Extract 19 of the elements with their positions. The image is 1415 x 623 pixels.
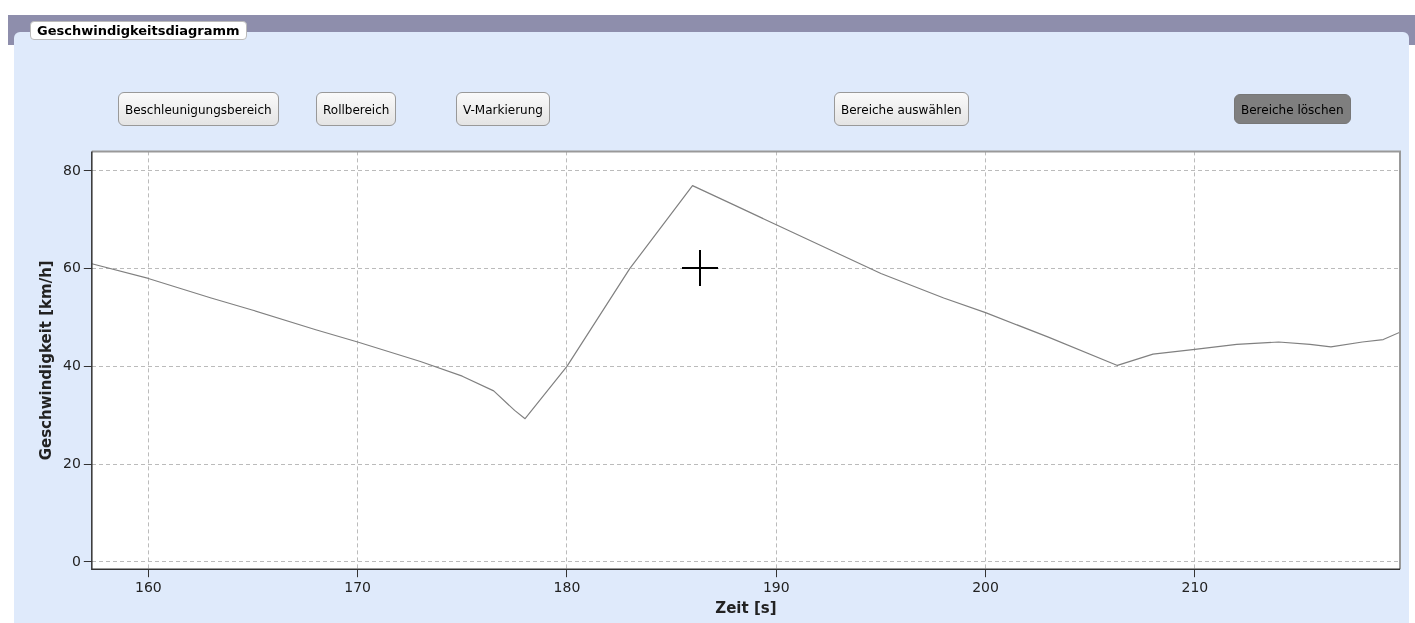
x-tick-label: 190 [762, 579, 790, 596]
x-tick-label: 180 [553, 579, 581, 596]
x-tick-label: 170 [344, 579, 371, 596]
y-tick-label: 0 [71, 552, 81, 569]
x-tick-label: 160 [134, 579, 162, 596]
y-tick-label: 60 [62, 259, 81, 276]
chart-title: Geschwindigkeitsdiagramm [30, 21, 247, 40]
text: Bereiche löschen [1234, 94, 1351, 124]
x-axis-title: Zeit [s] [715, 598, 777, 617]
x-tick-label: 210 [1181, 579, 1209, 596]
text: Bereiche auswählen [834, 92, 969, 126]
text: Beschleunigungsbereich [118, 92, 279, 126]
text: Rollbereich [316, 92, 397, 126]
y-tick-label: 40 [62, 357, 81, 374]
x-tick-label: 200 [972, 579, 999, 596]
y-axis-title: Geschwindigkeit [km/h] [36, 260, 55, 461]
y-tick-label: 20 [62, 454, 81, 471]
text: V-Markierung [456, 92, 550, 126]
y-tick-label: 80 [62, 161, 81, 178]
